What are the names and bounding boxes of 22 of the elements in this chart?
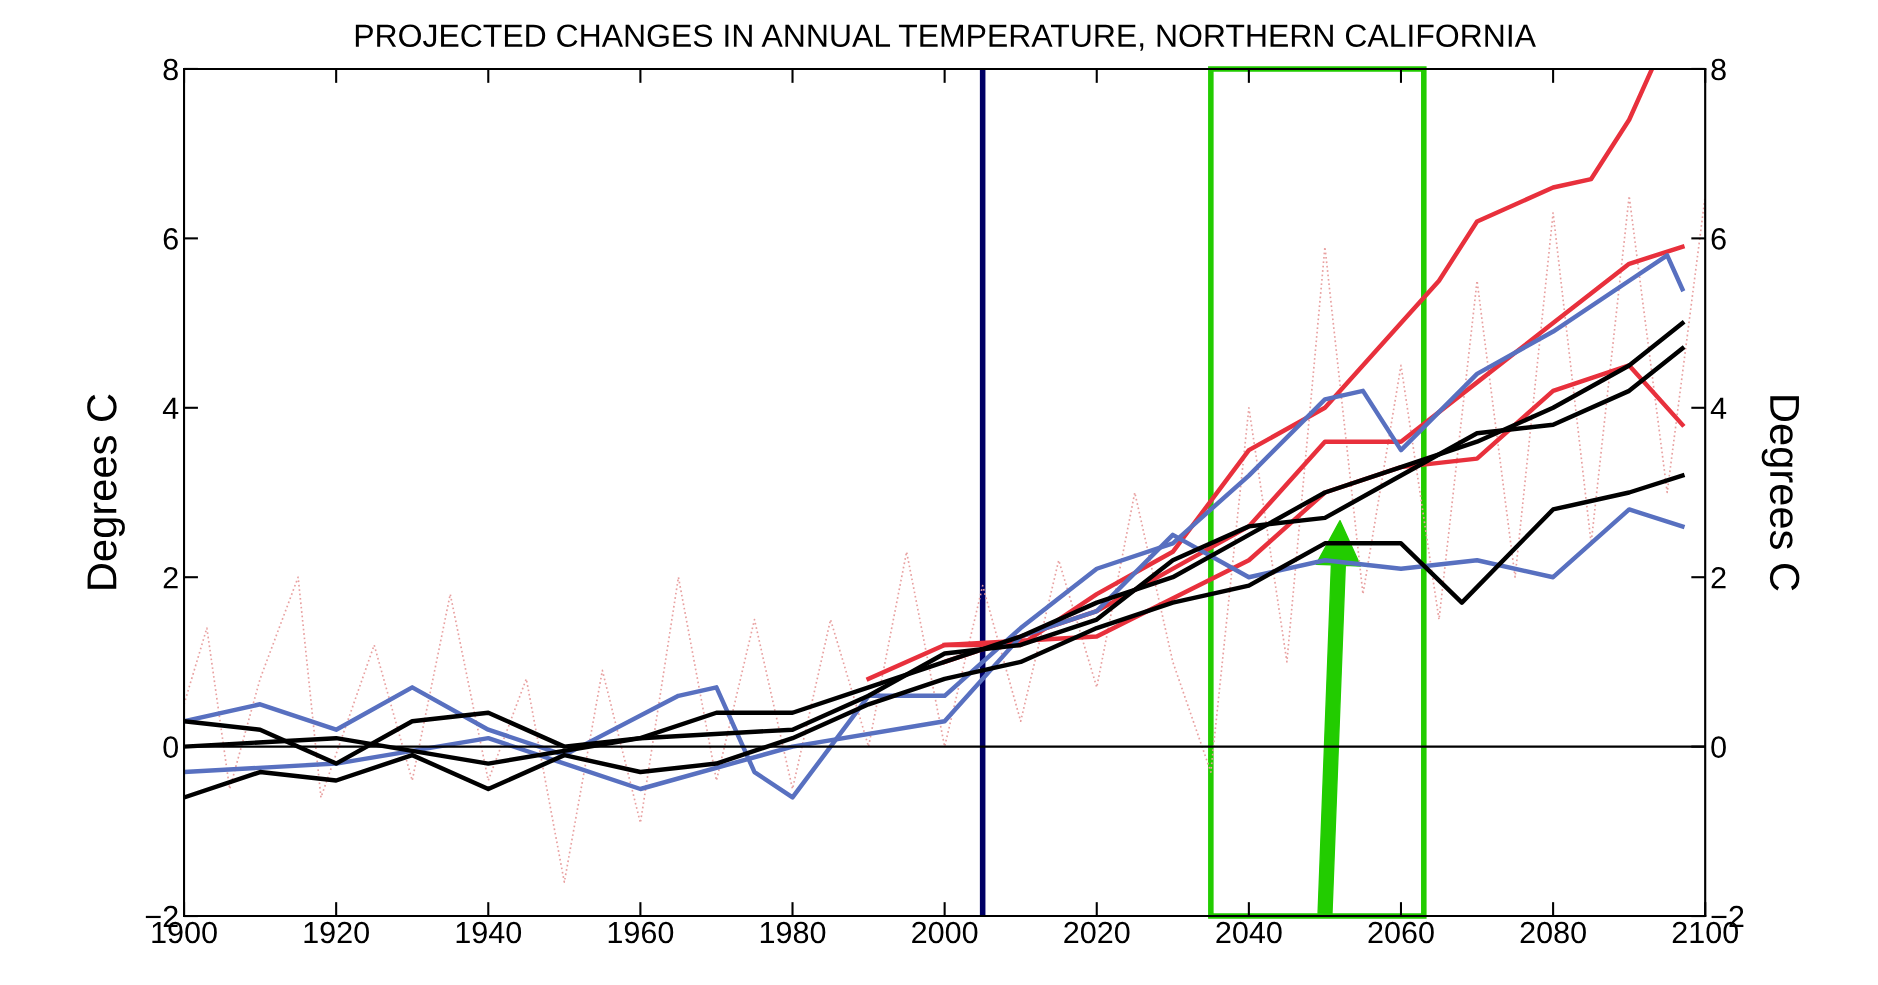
x-tick-label: 2060 <box>1368 921 1434 944</box>
y2-tick-label: 6 <box>1711 228 1726 250</box>
x-tick-label: 1920 <box>304 921 369 944</box>
x-tick-label: 2020 <box>1064 921 1130 944</box>
y2-tick-label: 0 <box>1711 736 1726 758</box>
x-tick-label: 2080 <box>1520 921 1586 944</box>
y-tick-label: 8 <box>163 58 178 81</box>
x-tick-label: 1960 <box>608 921 674 944</box>
x-tick-label: 1940 <box>456 921 522 944</box>
y2-tick-label: 2 <box>1711 566 1726 589</box>
y-tick-label: 0 <box>163 736 178 758</box>
chart-title: PROJECTED CHANGES IN ANNUAL TEMPERATURE, NORTHERN CALIFORNIA <box>355 24 1536 51</box>
y-tick-label: 4 <box>162 397 179 419</box>
y2-tick-label: 4 <box>1710 397 1727 419</box>
y-tick-label: 2 <box>163 566 178 589</box>
y2-tick-label: 8 <box>1711 58 1726 81</box>
x-tick-label: 2000 <box>912 921 978 944</box>
y-axis-title: Degrees C <box>87 394 125 589</box>
x-tick-label: 1980 <box>760 921 826 944</box>
x-tick-label: 2040 <box>1216 921 1282 944</box>
y2-axis-title: Degrees C <box>1761 396 1800 591</box>
y-tick-label: 6 <box>163 228 178 250</box>
